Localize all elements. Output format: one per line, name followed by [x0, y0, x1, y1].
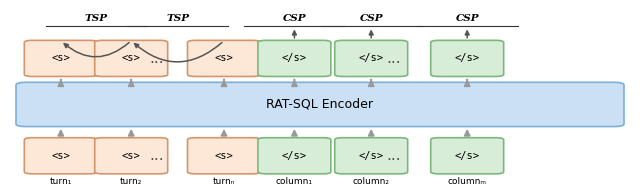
Text: ...: ... [387, 51, 401, 66]
Text: turn₁: turn₁ [50, 177, 72, 186]
Text: <s>: <s> [51, 151, 70, 161]
Text: column₁: column₁ [276, 177, 313, 186]
Text: turnₙ: turnₙ [213, 177, 235, 186]
Text: <s>: <s> [51, 53, 70, 63]
FancyBboxPatch shape [188, 40, 260, 76]
FancyBboxPatch shape [431, 138, 504, 174]
Text: turn₂: turn₂ [120, 177, 142, 186]
Text: CSP: CSP [456, 14, 479, 23]
Text: <s>: <s> [214, 151, 234, 161]
Text: ...: ... [150, 51, 164, 66]
FancyBboxPatch shape [95, 138, 168, 174]
FancyBboxPatch shape [258, 138, 331, 174]
FancyBboxPatch shape [431, 40, 504, 76]
FancyBboxPatch shape [95, 40, 168, 76]
Text: TSP: TSP [166, 14, 189, 23]
Text: <s>: <s> [122, 151, 141, 161]
Text: <s>: <s> [122, 53, 141, 63]
Text: </s>: </s> [358, 151, 384, 161]
Text: ...: ... [150, 148, 164, 163]
FancyBboxPatch shape [335, 138, 408, 174]
FancyBboxPatch shape [188, 138, 260, 174]
Text: </s>: </s> [454, 151, 480, 161]
Text: <s>: <s> [214, 53, 234, 63]
Text: column₂: column₂ [353, 177, 390, 186]
Text: </s>: </s> [282, 151, 307, 161]
Text: ...: ... [387, 148, 401, 163]
Text: </s>: </s> [282, 53, 307, 63]
Text: columnₘ: columnₘ [448, 177, 486, 186]
Text: CSP: CSP [283, 14, 306, 23]
Text: RAT-SQL Encoder: RAT-SQL Encoder [266, 98, 374, 111]
FancyBboxPatch shape [24, 40, 97, 76]
Text: </s>: </s> [358, 53, 384, 63]
FancyBboxPatch shape [335, 40, 408, 76]
Text: CSP: CSP [360, 14, 383, 23]
Text: TSP: TSP [84, 14, 108, 23]
FancyBboxPatch shape [24, 138, 97, 174]
Text: </s>: </s> [454, 53, 480, 63]
FancyBboxPatch shape [258, 40, 331, 76]
FancyBboxPatch shape [16, 82, 624, 126]
